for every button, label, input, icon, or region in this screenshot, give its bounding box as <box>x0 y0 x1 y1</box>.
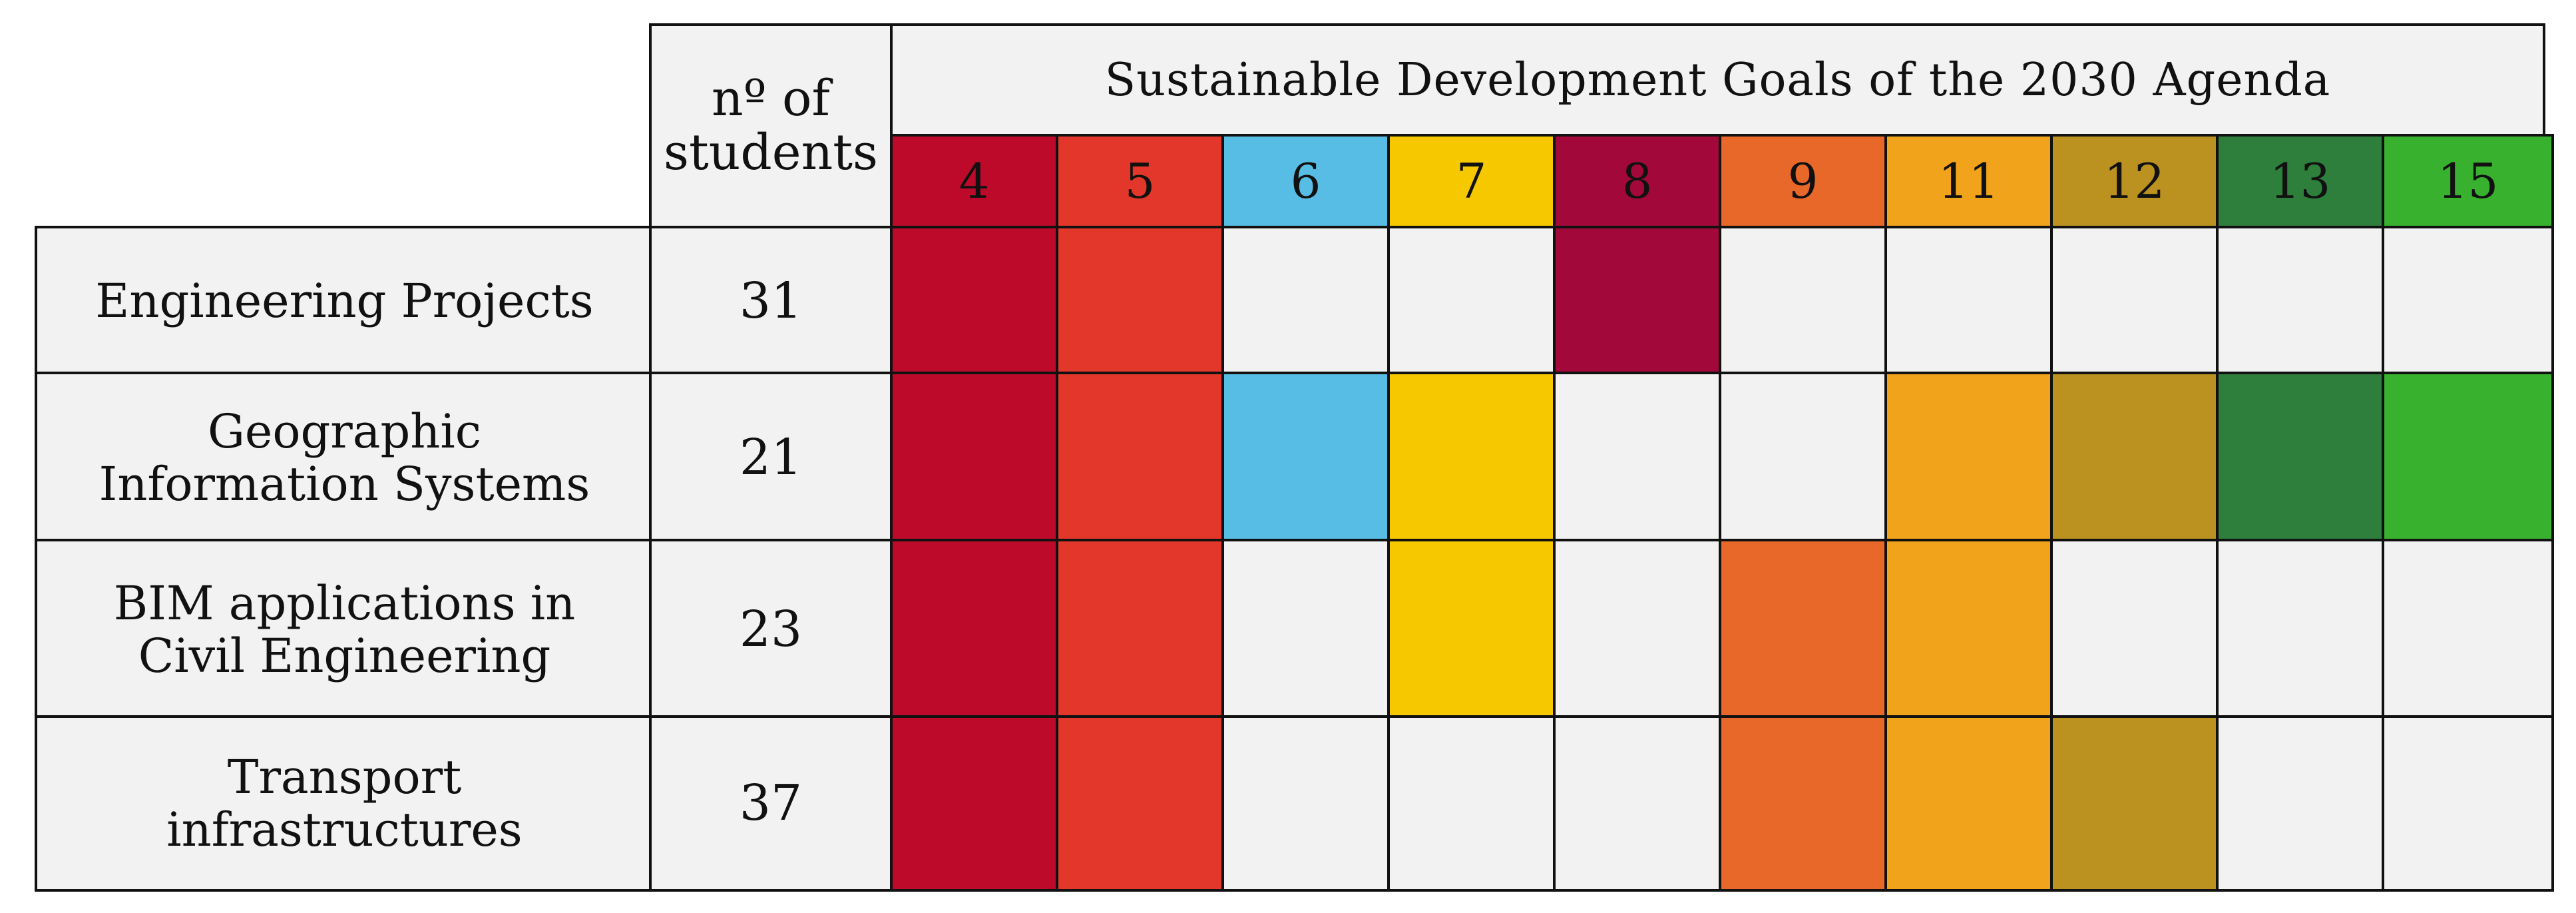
goal-header-12: 12 <box>2050 134 2219 228</box>
goal-cell-7-marked <box>1387 539 1556 721</box>
goal-header-4: 4 <box>890 134 1058 228</box>
course-name-line: BIM applications in <box>113 576 576 631</box>
course-name-line: Transport <box>227 750 462 805</box>
goal-cell-12-empty <box>2050 226 2219 377</box>
goal-number: 12 <box>2103 153 2165 209</box>
sdg-title: Sustainable Development Goals of the 203… <box>890 23 2545 137</box>
goal-cell-8-empty <box>1553 715 1721 892</box>
goal-cell-4-marked <box>890 539 1058 721</box>
goal-cell-12-marked <box>2050 372 2219 544</box>
students-count-cell: 21 <box>649 372 893 544</box>
goal-cell-13-empty <box>2216 226 2384 377</box>
goal-cell-6-empty <box>1221 539 1390 721</box>
goal-header-8: 8 <box>1553 134 1721 228</box>
goal-cell-9-empty <box>1719 372 1887 544</box>
goal-cell-15-marked <box>2382 372 2554 544</box>
goal-header-7: 7 <box>1387 134 1556 228</box>
students-count: 37 <box>739 774 803 832</box>
goal-cell-11-empty <box>1884 226 2053 377</box>
goal-header-5: 5 <box>1056 134 1224 228</box>
course-name-line: Geographic <box>208 404 481 459</box>
goal-header-15: 15 <box>2382 134 2554 228</box>
course-name-line: Information Systems <box>99 456 590 511</box>
students-header-line1: nº of <box>712 69 830 127</box>
course-name-cell: Engineering Projects <box>35 226 654 377</box>
goal-cell-5-marked <box>1056 539 1224 721</box>
goal-number: 8 <box>1621 153 1653 209</box>
goal-cell-9-marked <box>1719 715 1887 892</box>
course-name-cell: Transport infrastructures <box>35 715 654 892</box>
goal-number: 4 <box>959 153 990 209</box>
goal-cell-9-empty <box>1719 226 1887 377</box>
students-header: nº of students <box>649 23 893 228</box>
goal-cell-15-empty <box>2382 539 2554 721</box>
students-count-cell: 37 <box>649 715 893 892</box>
students-count: 21 <box>739 428 803 486</box>
goal-cell-7-marked <box>1387 372 1556 544</box>
goal-cell-8-empty <box>1553 539 1721 721</box>
goal-cell-8-empty <box>1553 372 1721 544</box>
sdg-title-text: Sustainable Development Goals of the 203… <box>1104 53 2331 107</box>
goal-cell-11-marked <box>1884 372 2053 544</box>
goal-cell-7-empty <box>1387 715 1556 892</box>
students-count-cell: 23 <box>649 539 893 721</box>
goal-cell-4-marked <box>890 372 1058 544</box>
goal-cell-5-marked <box>1056 715 1224 892</box>
students-count: 31 <box>739 272 803 330</box>
course-name-line: Civil Engineering <box>138 628 551 683</box>
course-name-line: infrastructures <box>166 802 523 857</box>
goal-number: 9 <box>1787 153 1819 209</box>
goal-cell-4-marked <box>890 715 1058 892</box>
goal-cell-4-marked <box>890 226 1058 377</box>
goal-cell-11-marked <box>1884 539 2053 721</box>
goal-cell-6-empty <box>1221 226 1390 377</box>
goal-number: 11 <box>1938 153 2000 209</box>
students-count-cell: 31 <box>649 226 893 377</box>
goal-header-9: 9 <box>1719 134 1887 228</box>
goal-header-6: 6 <box>1221 134 1390 228</box>
goal-cell-9-marked <box>1719 539 1887 721</box>
goal-cell-13-marked <box>2216 372 2384 544</box>
goal-cell-15-empty <box>2382 226 2554 377</box>
course-name-cell: Geographic Information Systems <box>35 372 654 544</box>
goal-cell-12-empty <box>2050 539 2219 721</box>
students-header-line2: students <box>664 124 878 181</box>
goal-cell-7-empty <box>1387 226 1556 377</box>
goal-cell-6-empty <box>1221 715 1390 892</box>
goal-cell-13-empty <box>2216 715 2384 892</box>
goal-number: 15 <box>2437 153 2499 209</box>
course-name-cell: BIM applications in Civil Engineering <box>35 539 654 721</box>
goal-header-13: 13 <box>2216 134 2384 228</box>
goal-number: 5 <box>1124 153 1156 209</box>
goal-cell-13-empty <box>2216 539 2384 721</box>
goal-cell-5-marked <box>1056 372 1224 544</box>
course-name-line: Engineering Projects <box>95 274 594 329</box>
goal-cell-15-empty <box>2382 715 2554 892</box>
students-count: 23 <box>739 600 803 658</box>
goal-header-11: 11 <box>1884 134 2053 228</box>
goal-number: 6 <box>1290 153 1321 209</box>
goal-cell-11-marked <box>1884 715 2053 892</box>
goal-cell-12-marked <box>2050 715 2219 892</box>
goal-cell-8-marked <box>1553 226 1721 377</box>
goal-number: 13 <box>2269 153 2331 209</box>
goal-number: 7 <box>1456 153 1487 209</box>
goal-cell-6-marked <box>1221 372 1390 544</box>
goal-cell-5-marked <box>1056 226 1224 377</box>
